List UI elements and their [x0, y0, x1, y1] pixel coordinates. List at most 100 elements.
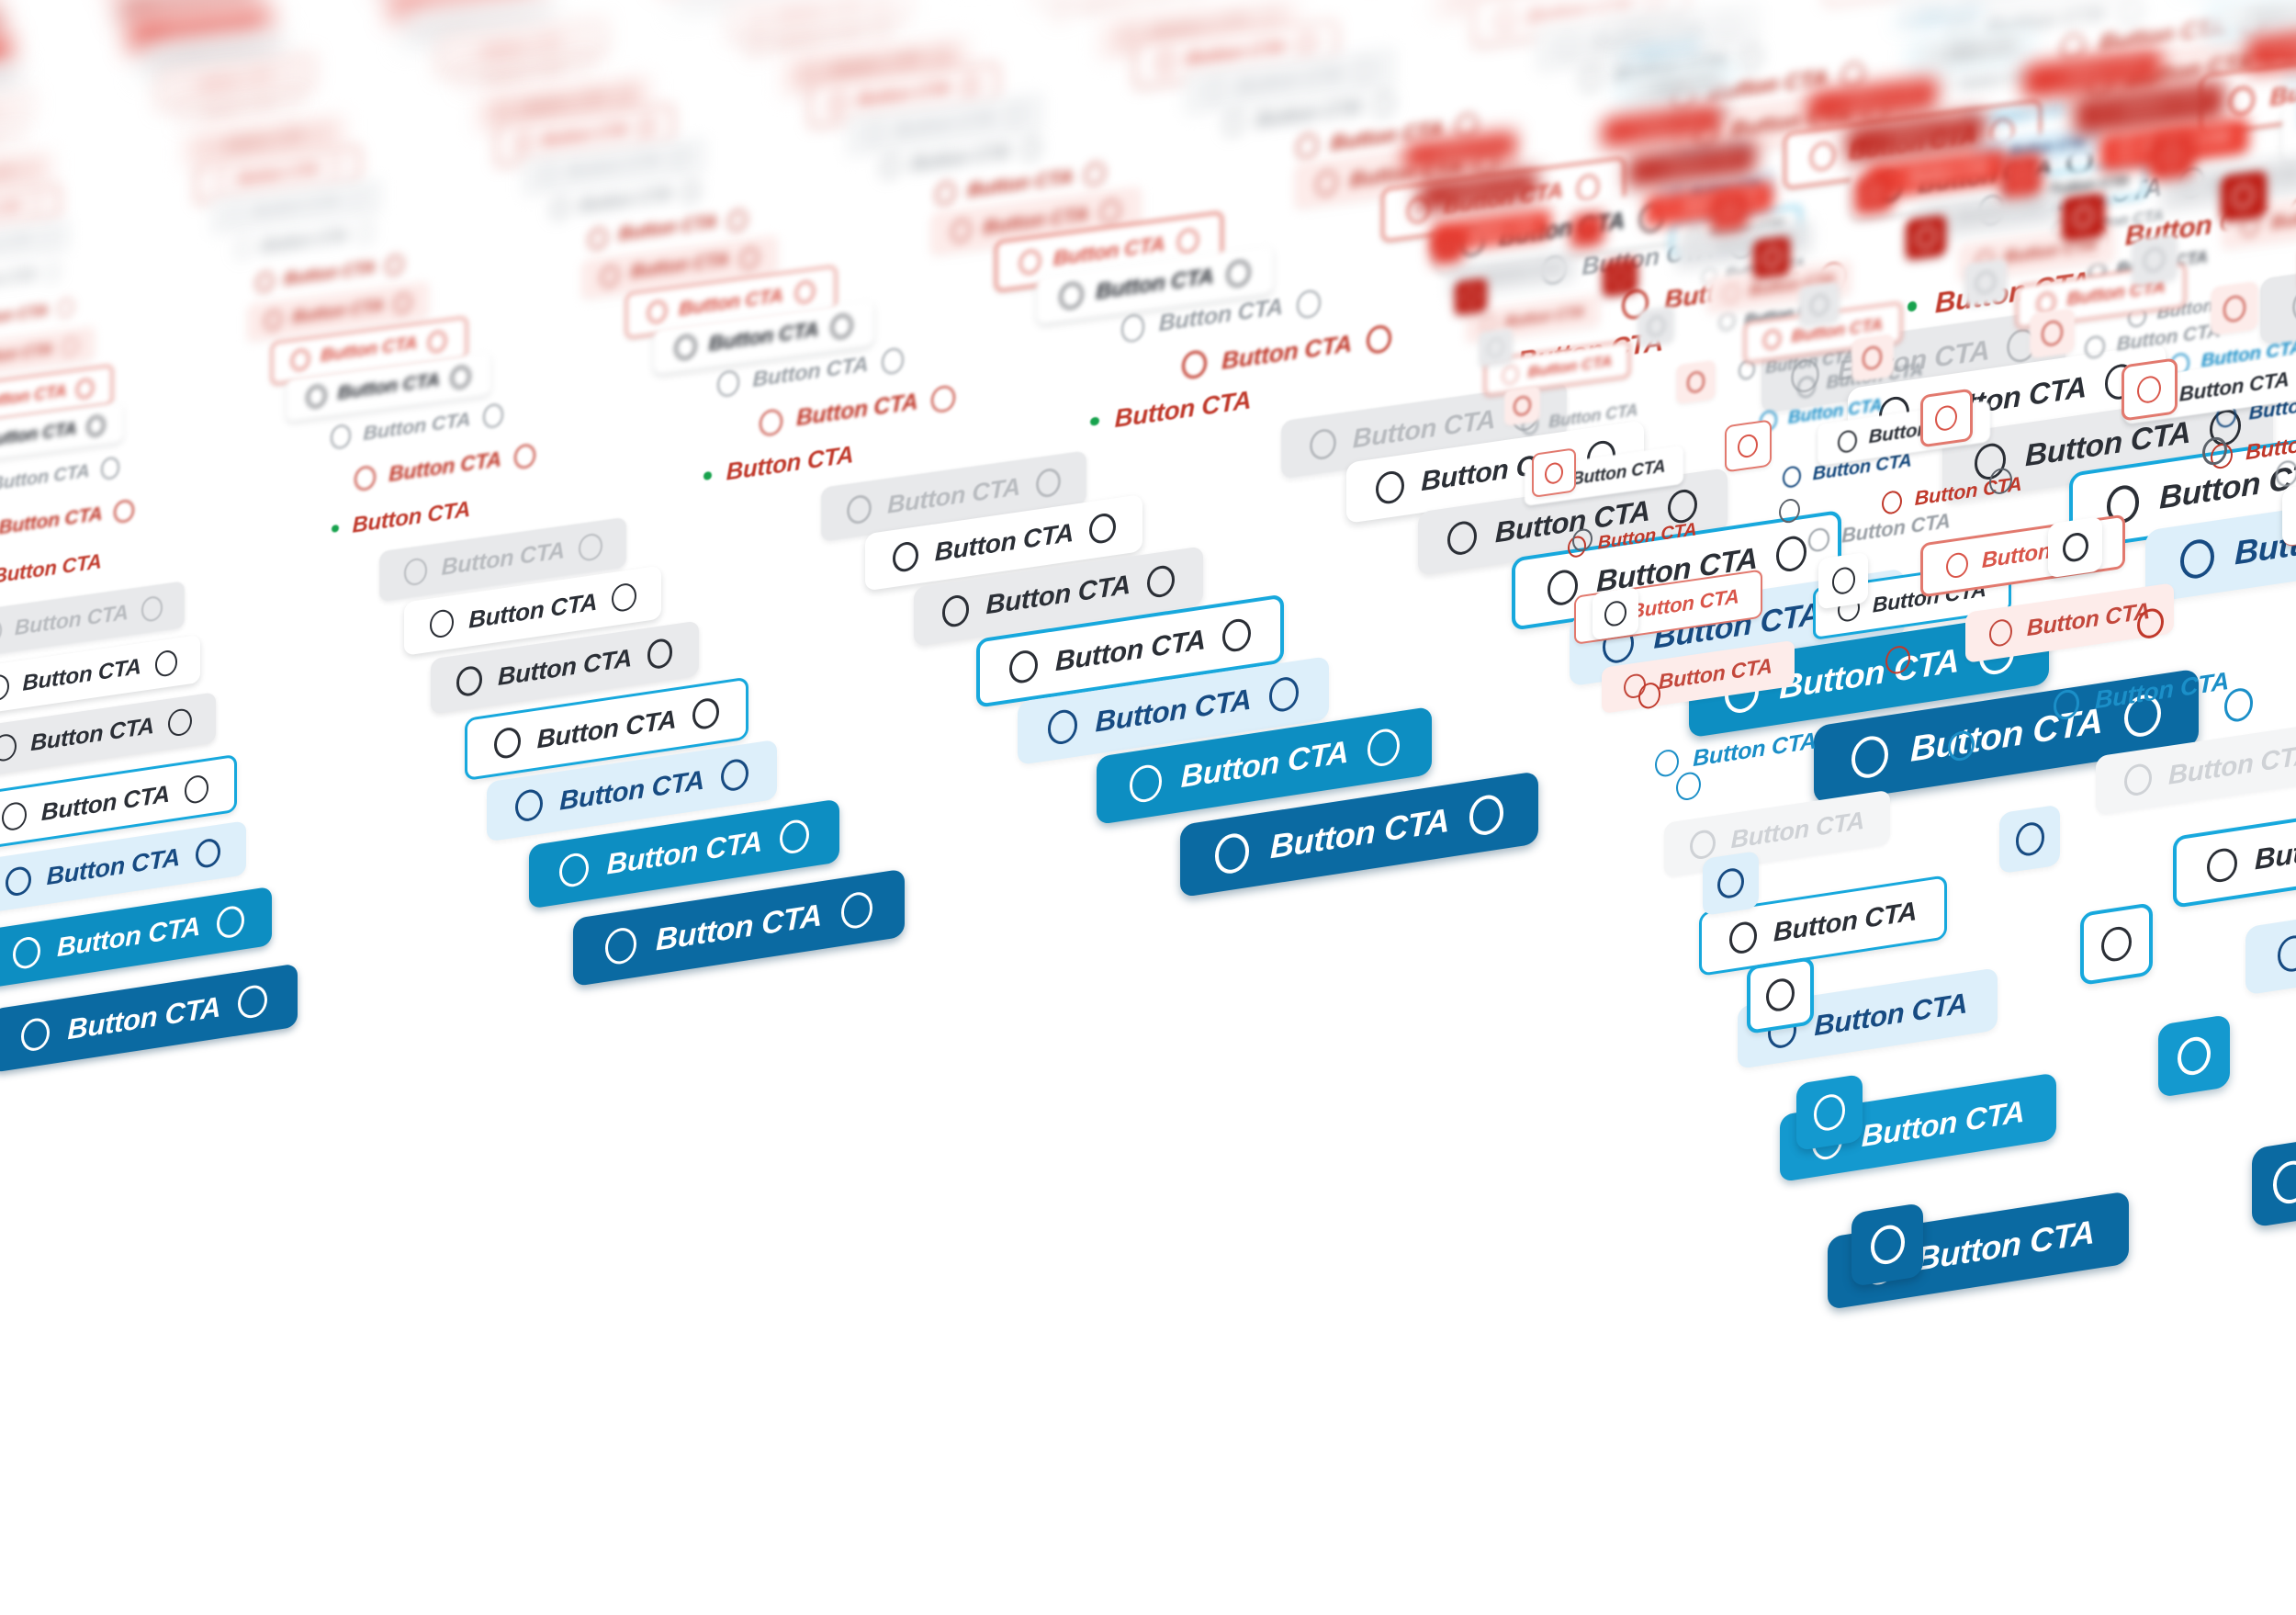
- cta-button[interactable]: [2150, 131, 2193, 181]
- cta-button[interactable]: [1818, 551, 1869, 610]
- cta-button[interactable]: [2157, 1014, 2230, 1098]
- cta-button[interactable]: [1724, 418, 1772, 473]
- cta-button[interactable]: [1906, 214, 1947, 261]
- cta-button[interactable]: [1851, 1203, 1924, 1287]
- circle-outline-icon: [1035, 466, 1061, 500]
- cta-button[interactable]: [1712, 191, 1748, 232]
- circle-outline-icon: [941, 593, 970, 629]
- button-cell: [1433, 230, 1463, 265]
- cta-button[interactable]: [1933, 713, 1989, 778]
- cta-button-label: Button CTA: [2250, 0, 2296, 24]
- button-cell: [1593, 587, 1639, 641]
- cta-button[interactable]: [2122, 591, 2178, 656]
- circle-outline-icon: [0, 732, 17, 763]
- cta-button[interactable]: [2001, 152, 2043, 198]
- cta-button[interactable]: [2048, 516, 2103, 579]
- cta-button[interactable]: [2121, 357, 2178, 422]
- cta-button[interactable]: [1703, 851, 1760, 916]
- cta-button[interactable]: [1999, 804, 2061, 875]
- circle-outline-icon: [2063, 531, 2088, 564]
- cta-button[interactable]: [2220, 170, 2267, 222]
- cta-button-label: Button CTA: [2291, 28, 2296, 58]
- cta-button-label: Button CTA: [1846, 85, 1921, 112]
- cta-button[interactable]: [1872, 630, 1924, 690]
- button-cell: [2001, 152, 2043, 198]
- circle-outline-icon: [178, 107, 193, 127]
- button-cell: [2132, 233, 2178, 287]
- circle-outline-icon: [285, 95, 299, 113]
- cta-button-label: Button CTA: [1436, 139, 1502, 161]
- circle-outline-icon: [1721, 201, 1739, 222]
- circle-outline-icon: [1544, 461, 1563, 486]
- circle-outline-icon: [2177, 1033, 2212, 1079]
- cta-button-label: Button CTA: [56, 911, 200, 963]
- circle-outline-icon: [1638, 681, 1661, 711]
- button-cell: [1851, 333, 1894, 382]
- cta-button[interactable]: [2029, 307, 2075, 360]
- circle-outline-icon: [2265, 40, 2282, 62]
- cta-button[interactable]: [2132, 233, 2178, 287]
- circle-outline-icon: [1686, 370, 1705, 394]
- cta-button[interactable]: [2282, 480, 2296, 548]
- circle-outline-icon: [494, 726, 522, 761]
- cta-button[interactable]: [1570, 211, 1604, 249]
- cta-button[interactable]: [2210, 280, 2259, 336]
- cta-button[interactable]: [1561, 515, 1604, 564]
- button-cell: [1504, 385, 1541, 427]
- cta-button[interactable]: [2189, 421, 2241, 481]
- circle-outline-icon: [2223, 686, 2253, 724]
- cta-button[interactable]: [1433, 230, 1463, 265]
- cta-button-label: Button CTA: [559, 764, 704, 817]
- status-dot-icon: [703, 471, 712, 481]
- button-cell: [1919, 388, 1973, 448]
- cta-button[interactable]: [1851, 333, 1894, 382]
- cta-button[interactable]: [1662, 756, 1715, 817]
- circle-outline-icon: [1948, 728, 1975, 763]
- cta-button[interactable]: [1479, 328, 1514, 367]
- circle-outline-icon: [1487, 337, 1504, 358]
- cta-button[interactable]: [2080, 901, 2154, 987]
- cta-button-label: Button CTA: [1637, 113, 1707, 137]
- cta-button[interactable]: [1796, 1074, 1863, 1151]
- cta-button[interactable]: [1752, 236, 1791, 279]
- cta-button[interactable]: [1638, 305, 1675, 348]
- cta-button[interactable]: [1455, 277, 1487, 315]
- cta-button[interactable]: Button CTA: [1405, 130, 1514, 171]
- button-cell: [1724, 418, 1772, 473]
- cta-button[interactable]: [1855, 172, 1894, 216]
- circle-outline-icon: [57, 298, 74, 319]
- circle-outline-icon: [2202, 435, 2228, 468]
- circle-outline-icon: [184, 773, 209, 805]
- cta-button[interactable]: [1919, 388, 1973, 448]
- cta-button[interactable]: [2252, 1136, 2296, 1228]
- circle-outline-icon: [720, 757, 748, 794]
- circle-outline-icon: [513, 442, 536, 470]
- button-cell: [1767, 484, 1813, 536]
- cta-button[interactable]: [1532, 447, 1576, 499]
- circle-outline-icon: [612, 582, 636, 614]
- circle-outline-icon: [154, 649, 177, 678]
- cta-button[interactable]: [1799, 281, 1840, 328]
- cta-button[interactable]: [1964, 257, 2008, 307]
- cta-button[interactable]: [1767, 484, 1813, 536]
- circle-outline-icon: [216, 904, 244, 940]
- cta-button[interactable]: [1676, 359, 1716, 405]
- circle-outline-icon: [515, 787, 544, 824]
- cta-button[interactable]: [2208, 670, 2268, 740]
- circle-outline-icon: [1863, 132, 1878, 152]
- cta-button-label: Button CTA: [1453, 177, 1523, 201]
- cta-button[interactable]: [1602, 257, 1638, 298]
- cta-button[interactable]: [1975, 453, 2025, 510]
- cta-button[interactable]: [1504, 385, 1541, 427]
- cta-button[interactable]: [2062, 192, 2105, 242]
- cta-button[interactable]: [1593, 587, 1639, 641]
- cta-button[interactable]: [1747, 955, 1815, 1034]
- cta-button-label: Button CTA: [2064, 58, 2145, 85]
- button-cell: [2282, 480, 2296, 548]
- circle-outline-icon: [195, 836, 221, 870]
- circle-outline-icon: [692, 696, 719, 731]
- cta-button[interactable]: [1626, 668, 1673, 723]
- circle-outline-icon: [2233, 182, 2255, 210]
